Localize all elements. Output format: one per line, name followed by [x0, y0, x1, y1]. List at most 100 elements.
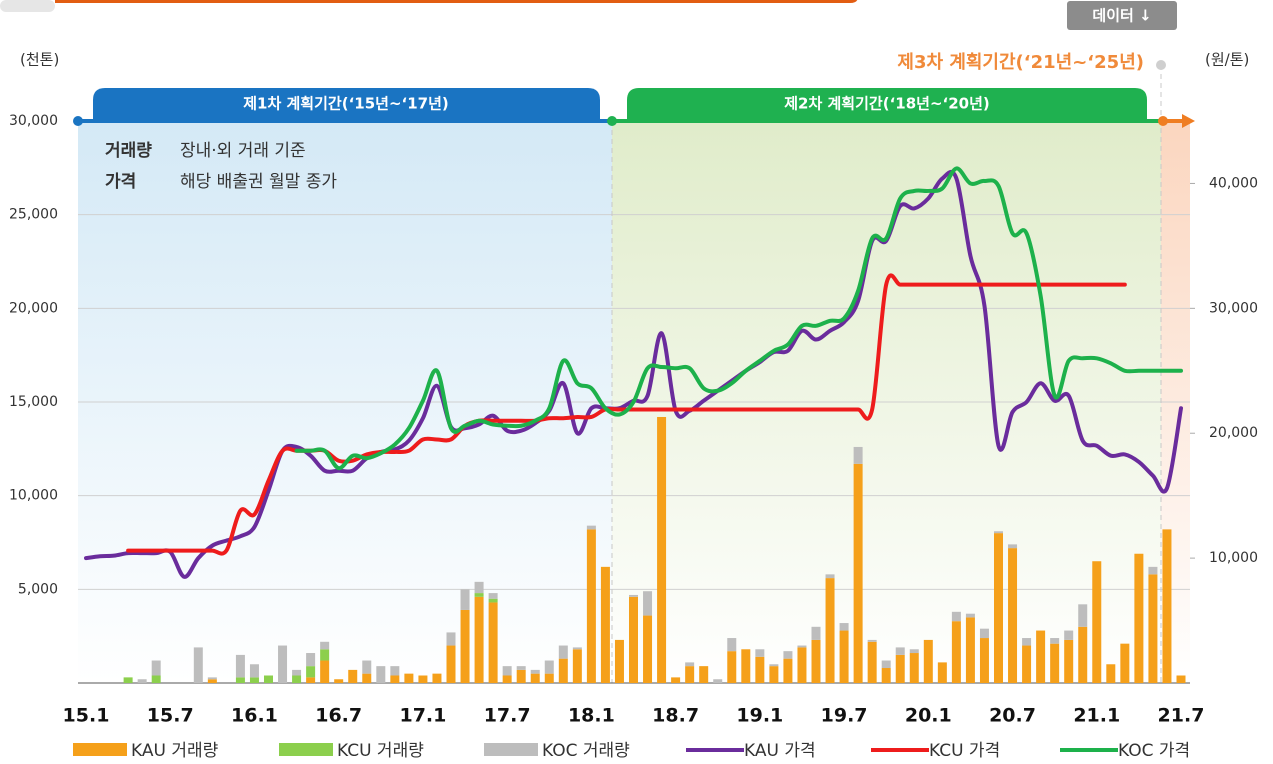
x-tick-label: 20.1: [905, 705, 952, 727]
bar: [418, 675, 428, 683]
bar: [783, 651, 793, 659]
bar: [1008, 548, 1018, 683]
bar: [572, 647, 582, 650]
bar: [390, 666, 400, 676]
bar: [558, 645, 568, 659]
bar: [994, 533, 1003, 683]
bar: [965, 617, 975, 683]
x-tick-label: 16.7: [315, 705, 362, 727]
bar: [488, 593, 498, 599]
data-button[interactable]: [1067, 1, 1177, 30]
price-line: [294, 166, 1183, 471]
bar: [1176, 675, 1186, 683]
bar: [151, 675, 161, 683]
bar: [909, 653, 919, 683]
bar: [376, 666, 386, 683]
y-tick-label: 25,000: [9, 207, 58, 223]
note-text: 장내·외 거래 기준: [180, 141, 306, 161]
bar: [951, 621, 961, 683]
top-rule: [55, 0, 858, 3]
bar: [334, 679, 344, 683]
bar: [390, 675, 400, 683]
bar: [895, 647, 905, 655]
timeline-dot: [73, 116, 83, 126]
y-tick-label: 15,000: [9, 394, 58, 410]
legend-label: KCU 가격: [929, 741, 1000, 761]
period-dot: [1156, 60, 1166, 70]
bar: [685, 662, 695, 667]
price-line: [84, 169, 1183, 579]
bar: [123, 677, 133, 683]
bar: [895, 654, 905, 683]
bar: [306, 666, 316, 678]
bar: [516, 669, 526, 683]
bar: [979, 628, 989, 639]
bar: [994, 531, 1003, 534]
bar: [502, 666, 512, 676]
legend-label: KOC 가격: [1118, 741, 1190, 761]
bar: [727, 638, 737, 652]
bar: [320, 660, 330, 683]
bar: [320, 649, 330, 661]
bar: [727, 651, 737, 683]
legend-swatch: [279, 743, 333, 756]
bar: [755, 656, 765, 683]
y-tick-label: 30,000: [9, 113, 58, 129]
bar: [362, 660, 372, 674]
bar: [1050, 638, 1060, 644]
bar: [1148, 566, 1158, 575]
data-button-label[interactable]: 데이터 ↓: [1092, 7, 1151, 25]
bar: [783, 658, 793, 683]
note-key: 가격: [105, 172, 136, 192]
bar: [657, 416, 667, 683]
x-tick-label: 17.1: [399, 705, 446, 727]
x-tick-label: 18.7: [652, 705, 699, 727]
bar: [1064, 639, 1074, 683]
bar: [586, 529, 596, 683]
bar: [713, 679, 723, 683]
bar: [207, 679, 217, 683]
bar: [1106, 664, 1116, 683]
bar: [979, 638, 989, 683]
x-tick-label: 15.1: [63, 705, 110, 727]
bar: [867, 641, 877, 683]
bar: [671, 677, 681, 683]
legend-label: KAU 거래량: [131, 741, 219, 761]
bar: [755, 649, 765, 657]
bar: [530, 673, 540, 683]
note-key: 거래량: [105, 141, 152, 161]
bar: [909, 649, 919, 654]
x-tick-label: 17.7: [484, 705, 531, 727]
bar: [1148, 574, 1158, 683]
bar: [923, 639, 933, 683]
y2-tick-label: 10,000: [1209, 550, 1258, 566]
bar: [544, 660, 554, 674]
y-tick-label: 5,000: [18, 581, 58, 597]
bar: [881, 668, 891, 683]
period-label: 제1차 계획기간(‘15년~‘17년): [243, 95, 448, 113]
bar: [1162, 529, 1172, 683]
legend-label: KAU 가격: [744, 741, 816, 761]
tab: [0, 0, 55, 12]
bar: [193, 647, 203, 683]
bar: [264, 675, 273, 683]
bar: [853, 463, 863, 683]
bar: [629, 596, 638, 683]
bar: [348, 669, 358, 683]
timeline-dot: [607, 116, 617, 126]
bar: [235, 654, 245, 678]
bar: [137, 679, 147, 683]
y2-axis-label: (원/톤): [1205, 51, 1249, 69]
legend-label: KCU 거래량: [337, 741, 424, 761]
bar: [867, 639, 877, 642]
bar: [699, 666, 709, 683]
bar: [951, 611, 961, 622]
bar: [685, 666, 695, 683]
x-tick-label: 21.1: [1073, 705, 1120, 727]
bar: [881, 660, 891, 669]
period-label: 제2차 계획기간(‘18년~‘20년): [784, 95, 989, 113]
bar: [1134, 553, 1144, 683]
bar: [516, 666, 526, 670]
bar: [741, 649, 751, 683]
